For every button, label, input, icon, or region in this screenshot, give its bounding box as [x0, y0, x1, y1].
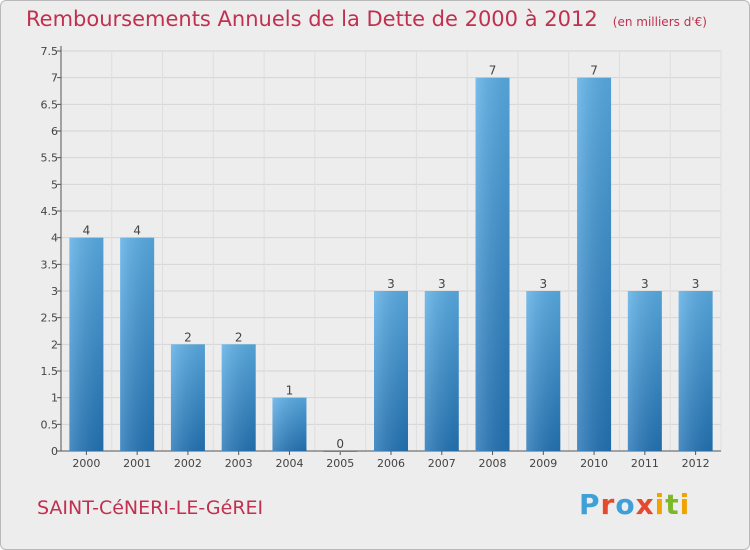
y-tick-label: 2.5	[41, 312, 59, 325]
bar-shade	[170, 344, 205, 451]
data-label: 2	[184, 330, 192, 344]
y-tick-label: 7.5	[41, 45, 59, 58]
bar	[323, 451, 358, 452]
commune-name: SAINT-CéNERI-LE-GéREI	[37, 497, 264, 519]
bar-shade	[120, 237, 155, 451]
bar-shade	[69, 237, 104, 451]
logo-letter: r	[600, 488, 616, 521]
bar-shade	[577, 77, 612, 452]
x-tick-label: 2004	[275, 457, 303, 470]
y-tick-label: 1.5	[41, 365, 59, 378]
bar-shade	[678, 291, 713, 451]
data-label: 4	[133, 224, 141, 238]
y-tick-label: 0.5	[41, 418, 59, 431]
y-tick-label: 5	[51, 178, 58, 191]
y-tick-label: 4	[51, 232, 58, 245]
data-label: 1	[286, 384, 294, 398]
y-tick-label: 7	[51, 72, 58, 85]
x-tick-label: 2001	[123, 457, 151, 470]
x-tick-label: 2011	[631, 457, 659, 470]
y-tick-label: 4.5	[41, 205, 59, 218]
y-tick-label: 3	[51, 285, 58, 298]
x-tick-label: 2010	[580, 457, 608, 470]
data-label: 3	[692, 277, 700, 291]
bar-shade	[374, 291, 408, 451]
logo-letter: o	[615, 488, 636, 521]
data-label: 2	[235, 330, 243, 344]
data-label: 0	[336, 437, 344, 451]
bar-shade	[221, 344, 256, 451]
data-label: 3	[438, 277, 446, 291]
bar-shade	[424, 291, 459, 451]
data-label: 7	[489, 64, 497, 78]
x-tick-label: 2005	[326, 457, 354, 470]
bar-shade	[475, 77, 510, 452]
y-tick-label: 1	[51, 392, 58, 405]
chart-subtitle: (en milliers d'€)	[612, 15, 707, 29]
y-tick-label: 2	[51, 338, 58, 351]
data-label: 7	[590, 64, 598, 78]
data-label: 3	[539, 277, 547, 291]
data-label: 3	[387, 277, 395, 291]
x-tick-label: 2000	[72, 457, 100, 470]
x-tick-label: 2008	[479, 457, 507, 470]
y-tick-label: 3.5	[41, 258, 59, 271]
y-tick-label: 6	[51, 125, 58, 138]
x-tick-label: 2007	[428, 457, 456, 470]
x-tick-label: 2003	[225, 457, 253, 470]
x-tick-label: 2012	[682, 457, 710, 470]
logo-letter: i	[679, 488, 691, 521]
x-tick-label: 2002	[174, 457, 202, 470]
bar-shade	[272, 397, 307, 451]
logo-letter: i	[654, 488, 666, 521]
label-layer: 4 4 2 2 1 0 3 3 7 3 7 3 3	[83, 64, 700, 451]
bar-shade	[627, 291, 662, 451]
proxiti-logo[interactable]: Proxiti	[579, 488, 690, 521]
logo-letter: x	[635, 488, 655, 521]
y-tick-label: 5.5	[41, 152, 59, 165]
chart-title: Remboursements Annuels de la Dette de 20…	[26, 7, 598, 31]
title-row: Remboursements Annuels de la Dette de 20…	[26, 7, 707, 31]
x-tick-label: 2006	[377, 457, 405, 470]
bar-shade	[526, 291, 561, 451]
logo-letter: P	[579, 488, 601, 521]
x-tick-label: 2009	[529, 457, 557, 470]
y-tick-label: 6.5	[41, 98, 59, 111]
bar-layer	[69, 77, 713, 452]
data-label: 3	[641, 277, 649, 291]
data-label: 4	[83, 224, 91, 238]
logo-letter: t	[665, 488, 680, 521]
y-tick-label: 0	[51, 445, 58, 458]
